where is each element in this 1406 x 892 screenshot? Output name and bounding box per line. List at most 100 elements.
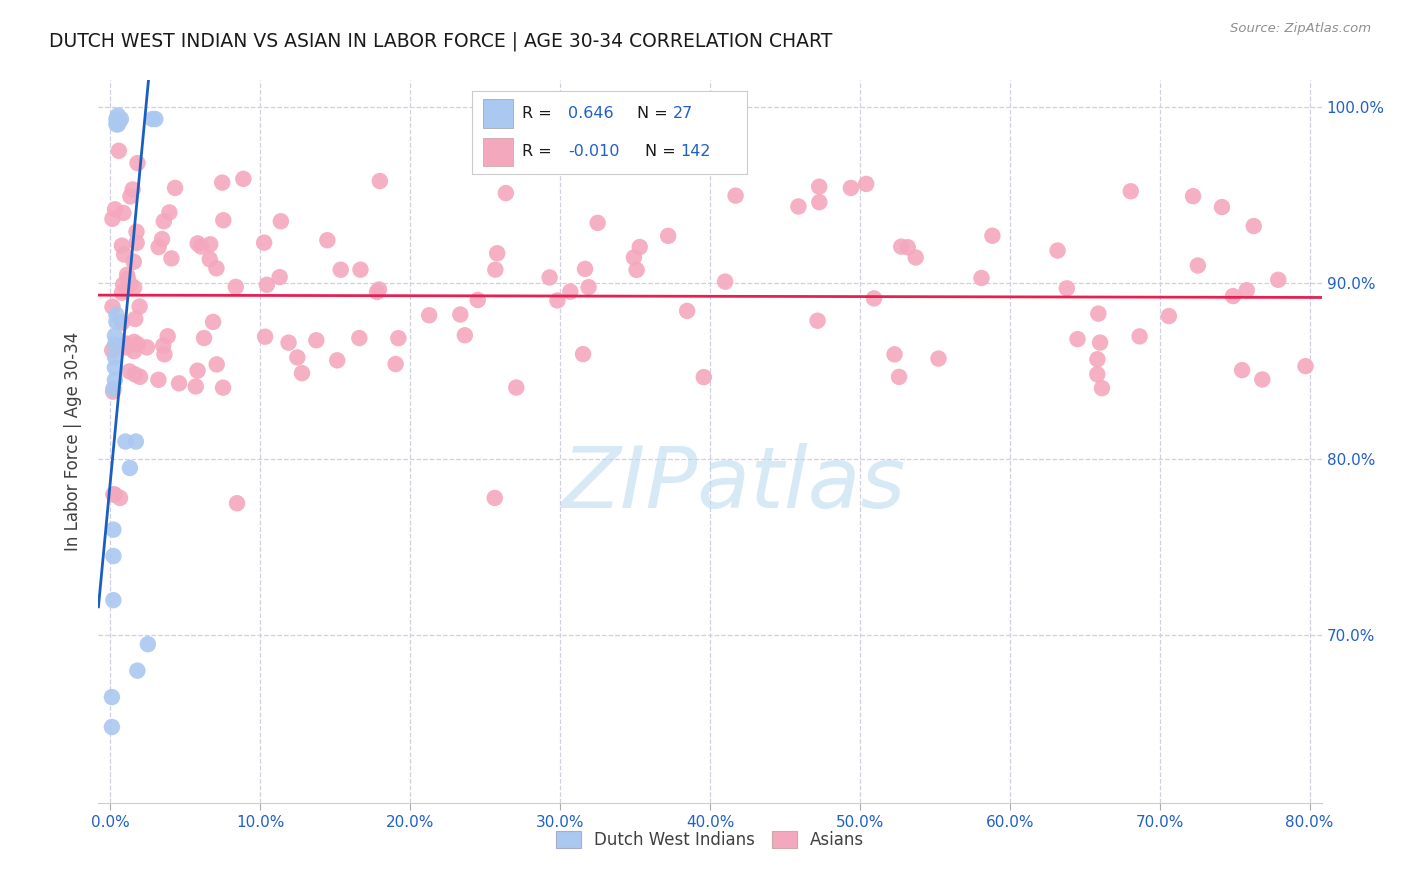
Point xyxy=(156,329,179,343)
Point xyxy=(1091,381,1114,395)
Point xyxy=(108,113,131,128)
Point xyxy=(484,262,506,277)
Point xyxy=(104,328,127,343)
Point xyxy=(125,225,148,239)
Point xyxy=(254,330,277,344)
Point xyxy=(269,270,291,285)
Point xyxy=(560,285,582,299)
Point xyxy=(107,109,129,123)
Point xyxy=(904,251,927,265)
Point xyxy=(115,336,138,351)
Point xyxy=(418,308,440,322)
Point xyxy=(1119,184,1142,198)
Point xyxy=(110,112,132,126)
Point xyxy=(124,368,146,382)
Point xyxy=(1129,329,1152,343)
Point xyxy=(165,181,187,195)
Point xyxy=(1187,259,1209,273)
Point xyxy=(127,156,149,170)
Point xyxy=(724,188,747,202)
Point xyxy=(103,487,125,501)
Point xyxy=(111,238,134,252)
Point xyxy=(806,314,828,328)
Point xyxy=(120,189,142,203)
Point xyxy=(135,340,157,354)
Point xyxy=(148,373,170,387)
Point xyxy=(1182,189,1205,203)
Point xyxy=(574,261,596,276)
Point xyxy=(124,312,146,326)
Point xyxy=(103,487,125,501)
Point xyxy=(505,380,527,394)
Point xyxy=(205,261,228,276)
Point xyxy=(190,239,212,253)
Point xyxy=(657,228,679,243)
Point xyxy=(152,338,174,352)
Point xyxy=(101,384,124,399)
Point xyxy=(101,690,124,704)
Point xyxy=(225,280,247,294)
Point xyxy=(112,277,135,292)
Point xyxy=(1087,352,1109,367)
Point xyxy=(105,117,128,131)
Point xyxy=(628,240,651,254)
Point xyxy=(285,351,308,365)
Point xyxy=(890,240,912,254)
Point xyxy=(883,347,905,361)
Point xyxy=(107,112,129,126)
Point xyxy=(1056,281,1078,295)
Point xyxy=(105,308,128,322)
Point xyxy=(305,333,328,347)
Point xyxy=(981,228,1004,243)
Point xyxy=(108,144,131,158)
Point xyxy=(454,328,477,343)
Point xyxy=(808,179,831,194)
Point xyxy=(202,315,225,329)
Point xyxy=(117,271,139,285)
Point xyxy=(105,112,128,126)
Point xyxy=(184,379,207,393)
Point xyxy=(1157,309,1180,323)
Point xyxy=(103,593,125,607)
Point xyxy=(111,285,134,300)
Point xyxy=(153,214,176,228)
Point xyxy=(329,262,352,277)
Point xyxy=(125,434,148,449)
Point xyxy=(118,364,141,378)
Point xyxy=(1230,363,1253,377)
Point xyxy=(253,235,276,250)
Point xyxy=(212,213,235,227)
Point xyxy=(887,370,910,384)
Point xyxy=(897,240,920,254)
Point xyxy=(211,176,233,190)
Point xyxy=(104,350,127,364)
Point xyxy=(129,369,152,384)
Point xyxy=(167,376,190,391)
Point xyxy=(368,283,391,297)
Point xyxy=(1243,219,1265,233)
Text: DUTCH WEST INDIAN VS ASIAN IN LABOR FORCE | AGE 30-34 CORRELATION CHART: DUTCH WEST INDIAN VS ASIAN IN LABOR FORC… xyxy=(49,31,832,51)
Point xyxy=(103,523,125,537)
Point xyxy=(128,300,150,314)
Point xyxy=(1046,244,1069,258)
Point xyxy=(136,637,159,651)
Point xyxy=(626,263,648,277)
Point xyxy=(101,211,124,226)
Point xyxy=(538,270,561,285)
Point xyxy=(122,344,145,359)
Point xyxy=(623,251,645,265)
Point xyxy=(232,172,254,186)
Point xyxy=(349,262,371,277)
Point xyxy=(676,304,699,318)
Point xyxy=(787,199,810,213)
Point xyxy=(101,343,124,358)
Point xyxy=(486,246,509,260)
Point xyxy=(104,337,127,351)
Point xyxy=(103,549,125,563)
Point xyxy=(125,235,148,250)
Point xyxy=(107,117,129,131)
Point xyxy=(291,366,314,380)
Point xyxy=(212,381,235,395)
Point xyxy=(127,337,149,351)
Point xyxy=(839,181,862,195)
